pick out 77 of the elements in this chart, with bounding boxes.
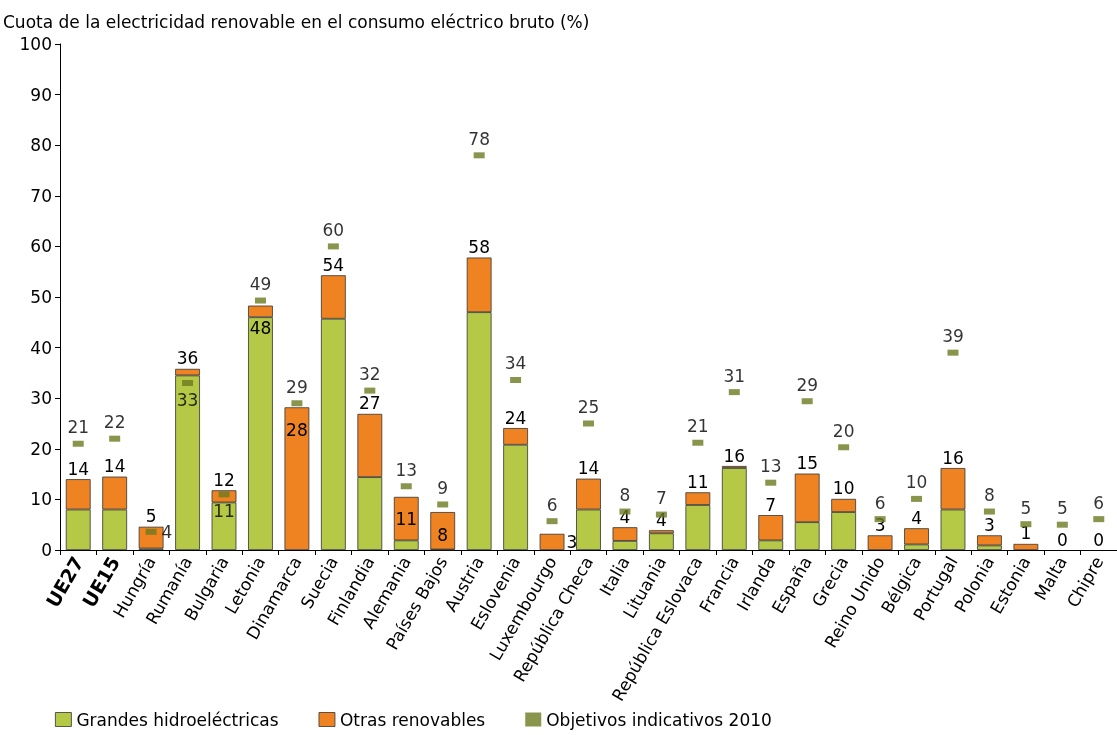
data-label: 49 bbox=[249, 274, 272, 295]
data-label: 5 bbox=[1056, 498, 1068, 519]
y-tick-label: 70 bbox=[30, 185, 52, 206]
legend-label: Grandes hidroeléctricas bbox=[76, 709, 279, 730]
total-label: 14 bbox=[103, 456, 126, 477]
data-label: 5 bbox=[1020, 497, 1032, 518]
total-label: 1 bbox=[1020, 523, 1032, 544]
data-label: 32 bbox=[358, 364, 381, 385]
data-label: 21 bbox=[67, 417, 90, 438]
bar bbox=[1013, 543, 1039, 550]
total-label: 3 bbox=[566, 531, 578, 552]
data-label: 78 bbox=[468, 128, 490, 149]
y-tick-label: 20 bbox=[30, 438, 52, 459]
data-label: 33 bbox=[176, 389, 199, 410]
data-label: 20 bbox=[832, 420, 855, 441]
data-label: 29 bbox=[796, 374, 819, 395]
data-label: 9 bbox=[437, 477, 449, 498]
total-label: 54 bbox=[322, 254, 345, 275]
bar bbox=[539, 533, 565, 550]
y-tick-label: 0 bbox=[41, 540, 52, 560]
y-tick-label: 10 bbox=[30, 489, 52, 510]
total-label: 11 bbox=[395, 509, 418, 530]
total-label: 27 bbox=[358, 393, 381, 414]
y-tick-label: 90 bbox=[30, 84, 52, 105]
data-label: 25 bbox=[577, 397, 600, 417]
y-tick-label: 80 bbox=[30, 135, 52, 156]
legend-label: Otras renovables bbox=[339, 709, 486, 730]
total-label: 36 bbox=[176, 348, 199, 369]
total-label: 0 bbox=[1056, 529, 1068, 550]
total-label: 14 bbox=[577, 458, 600, 479]
legend-label: Objetivos indicativos 2010 bbox=[546, 709, 772, 730]
data-label: 6 bbox=[1093, 492, 1105, 513]
y-axis-title: Cuota de la electricidad renovable en el consumo eléctrico bruto (%) bbox=[3, 11, 590, 32]
total-label: 8 bbox=[437, 524, 449, 545]
total-label: 7 bbox=[765, 494, 777, 515]
data-label: 29 bbox=[286, 376, 308, 397]
y-tick-label: 100 bbox=[19, 34, 52, 54]
y-tick-label: 40 bbox=[30, 337, 52, 358]
bar bbox=[867, 535, 893, 550]
total-label: 3 bbox=[984, 514, 995, 535]
data-label: 13 bbox=[759, 456, 782, 477]
total-label: 4 bbox=[911, 507, 922, 528]
bar bbox=[430, 512, 456, 550]
data-label: 21 bbox=[687, 416, 709, 437]
total-label: 11 bbox=[687, 471, 709, 492]
data-label: 39 bbox=[942, 326, 964, 347]
total-label: 10 bbox=[832, 478, 855, 499]
bar bbox=[721, 468, 747, 550]
data-label: 10 bbox=[905, 472, 928, 493]
total-label: 12 bbox=[213, 469, 235, 490]
total-label: 48 bbox=[249, 318, 272, 339]
data-label: 11 bbox=[213, 500, 235, 521]
data-label: 34 bbox=[504, 353, 527, 374]
bar bbox=[977, 535, 1002, 546]
bar bbox=[649, 533, 674, 550]
data-label: 22 bbox=[103, 412, 126, 433]
total-label: 58 bbox=[468, 237, 490, 258]
data-label: 7 bbox=[655, 488, 667, 509]
data-label: 6 bbox=[546, 494, 558, 515]
total-label: 28 bbox=[286, 419, 308, 440]
total-label: 16 bbox=[942, 447, 964, 468]
total-label: 0 bbox=[1093, 529, 1105, 550]
data-label: 6 bbox=[874, 492, 886, 513]
data-label: 8 bbox=[619, 485, 631, 506]
total-label: 5 bbox=[145, 506, 157, 527]
y-tick-label: 50 bbox=[30, 287, 52, 307]
total-label: 16 bbox=[723, 445, 746, 466]
data-label: 31 bbox=[723, 365, 746, 386]
y-tick-label: 60 bbox=[30, 236, 52, 257]
data-label: 60 bbox=[322, 219, 345, 240]
y-tick-label: 30 bbox=[30, 388, 52, 409]
bar bbox=[284, 407, 310, 550]
data-label: 13 bbox=[395, 459, 418, 480]
total-label: 15 bbox=[796, 453, 819, 474]
total-label: 14 bbox=[67, 458, 90, 479]
total-label: 24 bbox=[504, 407, 527, 428]
data-label: 8 bbox=[984, 485, 995, 506]
